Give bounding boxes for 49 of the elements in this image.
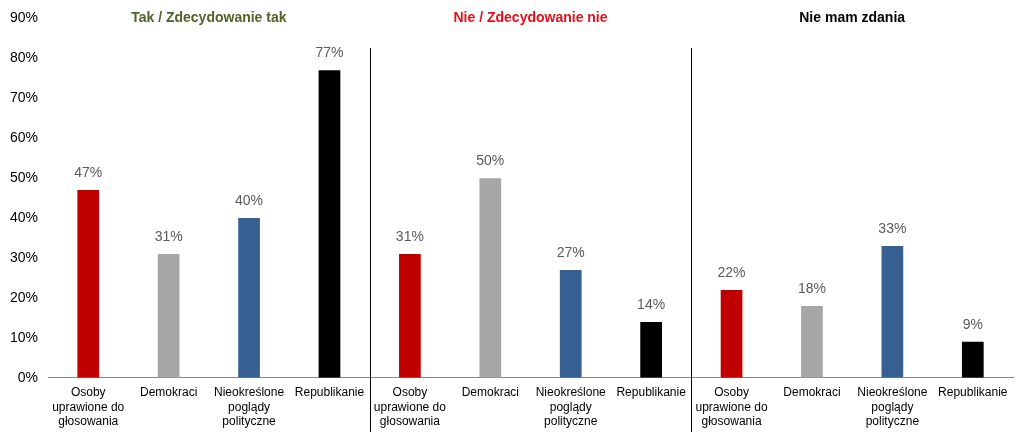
x-tick-label: Nieokreślone poglądy polityczne <box>535 385 607 429</box>
data-label: 50% <box>476 151 505 168</box>
y-tick-label: 30% <box>9 248 39 265</box>
bar <box>801 305 823 378</box>
bar <box>640 321 662 378</box>
x-tick-label: Republikanie <box>938 385 1008 400</box>
y-tick-label: 90% <box>9 9 39 26</box>
y-tick-label: 0% <box>17 368 39 385</box>
x-tick-label: Demokraci <box>461 385 519 400</box>
x-tick-label: Osoby uprawione do głosowania <box>52 385 125 429</box>
bar <box>961 341 984 378</box>
data-label: 77% <box>315 44 344 61</box>
data-label: 22% <box>717 263 746 280</box>
x-tick-label: Osoby uprawione do głosowania <box>373 385 447 429</box>
y-tick-label: 20% <box>9 288 39 305</box>
y-tick-label: 50% <box>9 168 39 185</box>
x-tick-label: Nieokreślone poglądy polityczne <box>214 385 285 429</box>
x-tick-label: Demokraci <box>783 385 841 400</box>
x-tick-label: Demokraci <box>139 385 198 400</box>
data-label: 14% <box>637 295 666 312</box>
data-label: 31% <box>154 227 183 244</box>
data-label: 31% <box>395 227 424 244</box>
bar <box>559 269 582 378</box>
bar <box>881 246 904 378</box>
y-tick-label: 70% <box>9 89 39 106</box>
y-tick-label: 80% <box>9 49 39 66</box>
annotation: Tak / Zdecydowanie tak <box>131 8 287 25</box>
bar <box>157 254 180 378</box>
annotation: Nie mam zdania <box>799 8 906 25</box>
x-tick-label: Osoby uprawione do głosowania <box>695 385 768 429</box>
data-label: 47% <box>74 163 103 180</box>
data-label: 18% <box>797 279 826 296</box>
x-tick-label: Republikanie <box>616 385 687 400</box>
bar <box>720 289 743 378</box>
bar <box>318 70 341 378</box>
bar <box>238 218 260 378</box>
bar <box>77 190 100 378</box>
annotation: Nie / Zdecydowanie nie <box>453 8 608 25</box>
y-tick-label: 60% <box>9 129 39 146</box>
y-tick-label: 10% <box>9 328 39 345</box>
data-label: 33% <box>878 219 907 236</box>
bar <box>399 254 421 378</box>
data-label: 9% <box>962 315 983 332</box>
data-label: 27% <box>556 243 585 260</box>
y-tick-label: 40% <box>9 208 39 225</box>
bar <box>479 178 502 378</box>
x-tick-label: Republikanie <box>294 385 365 400</box>
data-label: 40% <box>235 191 264 208</box>
x-tick-label: Nieokreślone poglądy polityczne <box>857 385 928 429</box>
